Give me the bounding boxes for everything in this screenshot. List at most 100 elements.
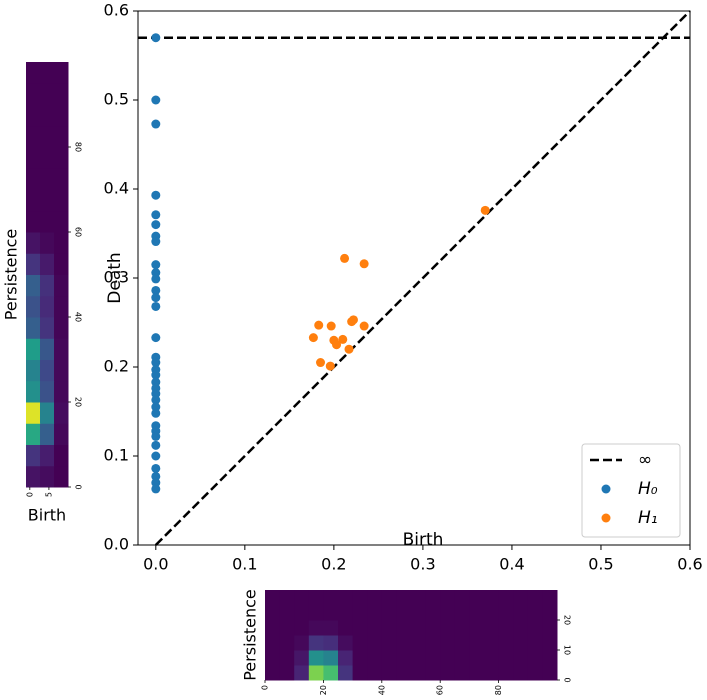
legend-label: ∞ bbox=[638, 450, 652, 470]
x-tick-label: 40 bbox=[377, 685, 386, 695]
heat-cell bbox=[484, 605, 500, 621]
point bbox=[151, 358, 161, 368]
point bbox=[308, 333, 318, 343]
y-tick-label: 20 bbox=[563, 615, 572, 625]
heat-cell bbox=[323, 590, 339, 606]
heat-cell bbox=[381, 620, 397, 636]
x-tick-label: 0.6 bbox=[677, 555, 702, 574]
heat-cell bbox=[498, 635, 514, 651]
heat-cell bbox=[40, 317, 55, 339]
heat-cell bbox=[26, 125, 41, 148]
heat-cell bbox=[26, 168, 41, 190]
heat-cell bbox=[26, 317, 41, 339]
diagonal-line bbox=[154, 10, 691, 546]
heat-cell bbox=[513, 605, 529, 621]
heat-cell bbox=[352, 650, 368, 666]
heat-cell bbox=[26, 359, 41, 382]
heat-cell bbox=[425, 665, 441, 681]
heat-cell bbox=[40, 147, 55, 169]
heat-cell bbox=[279, 620, 295, 636]
heat-cell bbox=[54, 83, 69, 105]
y-tick-label: 0.3 bbox=[104, 268, 129, 287]
heat-cell bbox=[26, 402, 41, 424]
heat-cell bbox=[367, 635, 383, 651]
heat-cell bbox=[440, 650, 456, 666]
heat-cell bbox=[26, 147, 41, 169]
heat-cell bbox=[352, 665, 368, 681]
heat-cell bbox=[54, 317, 69, 339]
x-tick-label: 80 bbox=[494, 685, 503, 695]
heat-cell bbox=[425, 590, 441, 606]
heat-cell bbox=[425, 620, 441, 636]
heat-cell bbox=[40, 253, 55, 275]
heat-cell bbox=[279, 650, 295, 666]
heat-cell bbox=[440, 590, 456, 606]
heat-cell bbox=[26, 83, 41, 105]
heat-cell bbox=[338, 605, 354, 621]
x-tick-label: 5 bbox=[44, 492, 53, 497]
heat-cell bbox=[40, 125, 55, 148]
heat-cell bbox=[411, 665, 427, 681]
x-tick-label: 60 bbox=[436, 685, 445, 695]
point bbox=[151, 333, 161, 343]
heat-cell bbox=[40, 444, 55, 467]
x-tick-label: 0.5 bbox=[588, 555, 613, 574]
heat-cell bbox=[513, 635, 529, 651]
heat-cell bbox=[54, 444, 69, 467]
heat-cell bbox=[54, 253, 69, 275]
point bbox=[151, 395, 161, 405]
y-tick-label: 0 bbox=[563, 677, 572, 682]
heat-cell bbox=[40, 232, 55, 254]
heat-cell bbox=[542, 650, 558, 666]
y-tick-label: 40 bbox=[74, 312, 83, 322]
heat-cell bbox=[440, 635, 456, 651]
point bbox=[151, 274, 161, 284]
legend-marker bbox=[601, 484, 611, 494]
heat-cell bbox=[54, 402, 69, 424]
legend: ∞ H₀ H₁ bbox=[581, 443, 681, 538]
heat-cell bbox=[26, 380, 41, 403]
heat-cell bbox=[381, 635, 397, 651]
heat-cell bbox=[54, 147, 69, 169]
heat-cell bbox=[542, 605, 558, 621]
heat-cell bbox=[294, 590, 310, 606]
heat-cell bbox=[279, 605, 295, 621]
legend-label: H₀ bbox=[638, 479, 658, 499]
heat-cell bbox=[54, 338, 69, 360]
x-tick-label: 0.0 bbox=[143, 555, 168, 574]
legend-frame bbox=[581, 443, 681, 538]
y-tick-label: 80 bbox=[74, 142, 83, 152]
point bbox=[348, 315, 358, 325]
heat-cell bbox=[396, 590, 412, 606]
heat-cell bbox=[294, 605, 310, 621]
heat-cell bbox=[40, 402, 55, 424]
point bbox=[325, 361, 335, 371]
heat-cell bbox=[484, 620, 500, 636]
point bbox=[151, 440, 161, 450]
y-tick-label: 10 bbox=[563, 645, 572, 655]
heat-cell bbox=[26, 274, 41, 297]
point bbox=[151, 463, 161, 473]
heat-cell bbox=[396, 620, 412, 636]
heat-cell bbox=[26, 465, 41, 488]
point bbox=[359, 321, 369, 331]
point bbox=[151, 301, 161, 311]
heat-cell bbox=[454, 590, 470, 606]
heat-cell bbox=[513, 620, 529, 636]
heat-cell bbox=[26, 444, 41, 467]
heat-cell bbox=[469, 605, 485, 621]
point bbox=[151, 431, 161, 441]
legend-marker bbox=[601, 513, 611, 523]
heat-cell bbox=[265, 620, 281, 636]
heat-cell bbox=[513, 590, 529, 606]
heat-cell bbox=[542, 635, 558, 651]
heat-cell bbox=[323, 605, 339, 621]
heat-cell bbox=[26, 295, 41, 318]
point bbox=[151, 268, 161, 278]
heat-cell bbox=[411, 590, 427, 606]
y-axis-label: Persistence bbox=[241, 589, 260, 681]
heat-cell bbox=[294, 650, 310, 666]
y-axis-label: Death bbox=[105, 252, 125, 303]
heat-cell bbox=[484, 665, 500, 681]
